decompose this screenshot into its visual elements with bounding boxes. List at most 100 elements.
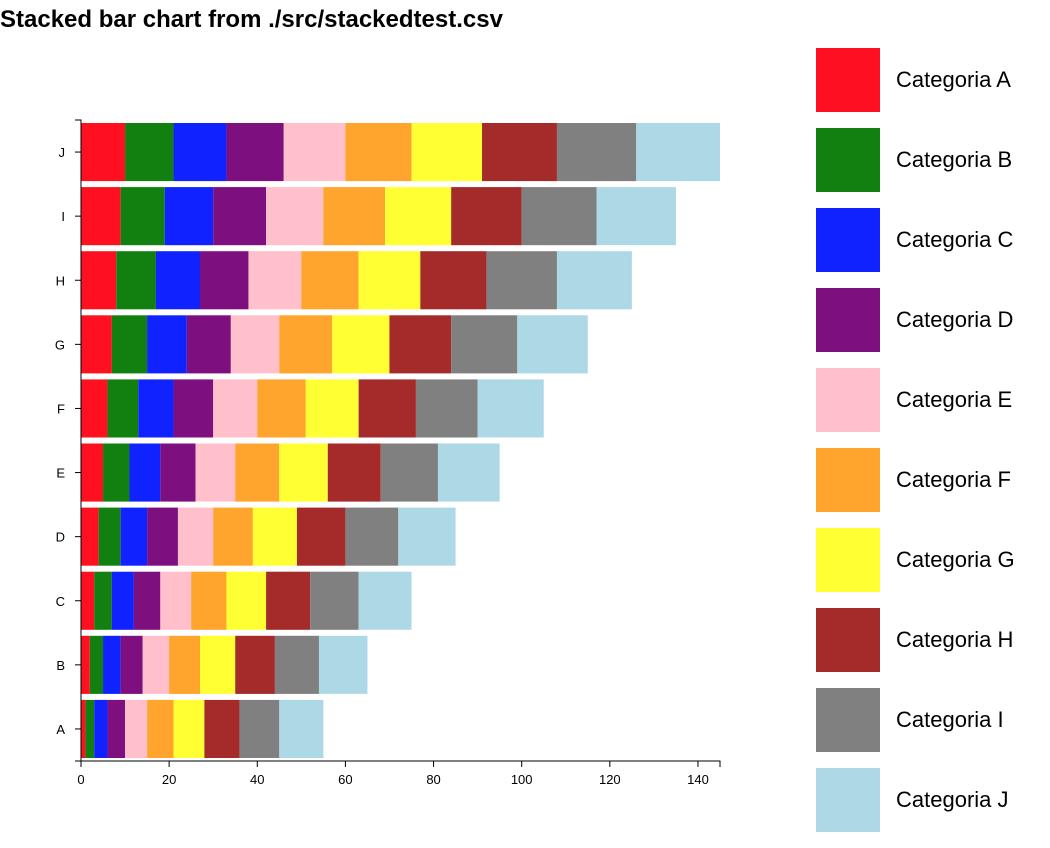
legend-label: Categoria A	[896, 67, 1011, 92]
bar-stack-H	[81, 251, 632, 310]
bar-segment-E-7	[279, 443, 328, 502]
legend-item-1: Categoria A	[816, 48, 1011, 112]
bar-segment-G-5	[230, 315, 280, 374]
bar-segment-A-8	[204, 699, 240, 758]
bar-segment-I-2	[120, 187, 165, 246]
bars-layer	[81, 123, 720, 758]
bar-segment-G-4	[186, 315, 231, 374]
bar-segment-E-9	[380, 443, 438, 502]
bar-segment-H-1	[81, 251, 117, 310]
legend-item-8: Categoria H	[816, 608, 1013, 672]
bar-segment-E-8	[327, 443, 381, 502]
chart-title: Stacked bar chart from ./src/stackedtest…	[0, 6, 503, 33]
bar-segment-B-1	[81, 635, 90, 694]
bar-segment-D-4	[147, 507, 178, 566]
bar-segment-H-8	[420, 251, 487, 310]
bar-segment-C-6	[191, 571, 227, 630]
legend-swatch	[816, 48, 880, 112]
bar-segment-B-8	[235, 635, 275, 694]
y-tick-label-H: H	[56, 273, 65, 288]
bar-segment-C-8	[266, 571, 311, 630]
bar-segment-E-3	[129, 443, 161, 502]
legend-label: Categoria B	[896, 147, 1012, 172]
legend-label: Categoria H	[896, 627, 1013, 652]
bar-segment-B-5	[142, 635, 170, 694]
x-axis: 0 20 40 60 80 100 120 140	[77, 760, 721, 787]
legend-swatch	[816, 768, 880, 832]
legend-swatch	[816, 288, 880, 352]
bar-segment-B-3	[103, 635, 121, 694]
y-tick-label-J: J	[59, 145, 66, 160]
bar-segment-H-9	[486, 251, 557, 310]
legend-item-6: Categoria F	[816, 448, 1011, 512]
bar-segment-H-7	[358, 251, 421, 310]
bar-stack-A	[81, 699, 324, 758]
x-tick-label-120: 120	[599, 772, 621, 787]
legend-item-4: Categoria D	[816, 288, 1013, 352]
bar-segment-C-1	[81, 571, 95, 630]
bar-stack-G	[81, 315, 588, 374]
bar-segment-I-10	[596, 187, 676, 246]
legend-swatch	[816, 208, 880, 272]
bar-segment-F-1	[81, 379, 108, 438]
y-tick-label-D: D	[56, 530, 65, 545]
bar-segment-D-2	[98, 507, 121, 566]
bar-segment-E-6	[235, 443, 280, 502]
legend-item-3: Categoria C	[816, 208, 1014, 272]
y-tick-label-E: E	[56, 466, 65, 481]
bar-segment-D-6	[213, 507, 253, 566]
bar-segment-B-6	[169, 635, 200, 694]
bar-segment-F-6	[257, 379, 306, 438]
bar-segment-F-10	[477, 379, 544, 438]
bar-segment-J-6	[345, 123, 412, 182]
bar-segment-A-9	[239, 699, 280, 758]
bar-segment-E-2	[103, 443, 130, 502]
legend-label: Categoria G	[896, 547, 1015, 572]
bar-segment-H-4	[199, 251, 249, 310]
bar-segment-A-5	[125, 699, 148, 758]
bar-segment-F-8	[358, 379, 416, 438]
bar-segment-H-6	[301, 251, 359, 310]
bar-segment-H-10	[556, 251, 632, 310]
y-tick-label-C: C	[56, 594, 65, 609]
legend-item-2: Categoria B	[816, 128, 1012, 192]
bar-segment-G-10	[517, 315, 588, 374]
x-tick-label-60: 60	[338, 772, 352, 787]
y-axis-line	[75, 119, 82, 762]
bar-segment-I-6	[323, 187, 386, 246]
bar-segment-G-9	[451, 315, 518, 374]
x-tick-label-80: 80	[426, 772, 440, 787]
bar-segment-A-7	[173, 699, 205, 758]
bar-segment-J-3	[173, 123, 227, 182]
legend-label: Categoria E	[896, 387, 1012, 412]
bar-segment-D-3	[120, 507, 148, 566]
legend-item-10: Categoria J	[816, 768, 1009, 832]
bar-segment-I-5	[266, 187, 324, 246]
bar-segment-F-4	[173, 379, 214, 438]
bar-stack-J	[81, 123, 720, 182]
bar-segment-B-10	[318, 635, 368, 694]
bar-segment-J-10	[636, 123, 720, 182]
bar-segment-C-10	[358, 571, 412, 630]
bar-segment-D-5	[177, 507, 214, 566]
bar-segment-C-5	[160, 571, 192, 630]
bar-segment-I-1	[81, 187, 121, 246]
bar-stack-B	[81, 635, 368, 694]
bar-segment-B-7	[199, 635, 236, 694]
bar-segment-D-7	[252, 507, 297, 566]
bar-segment-C-3	[111, 571, 134, 630]
bar-segment-G-7	[332, 315, 390, 374]
y-tick-label-F: F	[57, 401, 65, 416]
legend-swatch	[816, 448, 880, 512]
bar-segment-F-7	[305, 379, 359, 438]
legend-item-9: Categoria I	[816, 688, 1004, 752]
bar-segment-C-9	[310, 571, 359, 630]
bar-segment-A-10	[279, 699, 324, 758]
bar-segment-G-1	[81, 315, 112, 374]
bar-segment-E-5	[195, 443, 236, 502]
legend-swatch	[816, 128, 880, 192]
legend-swatch	[816, 528, 880, 592]
x-tick-label-100: 100	[511, 772, 533, 787]
bar-segment-A-3	[94, 699, 108, 758]
